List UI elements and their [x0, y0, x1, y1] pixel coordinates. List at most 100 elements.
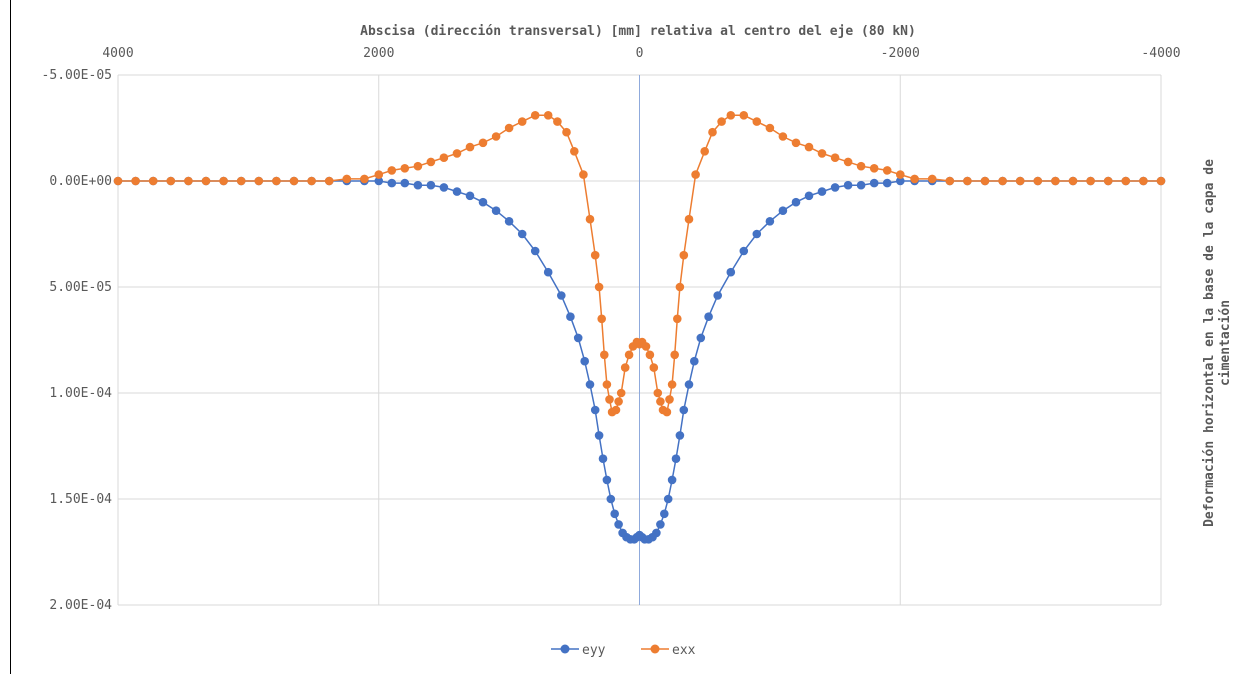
- data-point-exx: [452, 149, 462, 158]
- data-point-exx: [1033, 176, 1043, 186]
- data-point-exx: [691, 170, 700, 179]
- x-tick-label: 0: [636, 46, 644, 61]
- data-point-exx: [605, 395, 614, 404]
- data-point-exx: [645, 350, 655, 360]
- data-point-exx: [289, 176, 299, 186]
- data-point-eyy: [830, 183, 840, 192]
- data-point-eyy: [585, 380, 595, 389]
- data-point-eyy: [614, 520, 623, 529]
- data-point-exx: [504, 123, 514, 133]
- data-point-exx: [530, 111, 540, 120]
- data-point-exx: [562, 127, 571, 137]
- data-point-exx: [184, 176, 193, 186]
- data-point-eyy: [817, 187, 827, 196]
- y-tick-label: 1.50E-04: [49, 492, 112, 507]
- x-tick-label: -4000: [1141, 46, 1180, 61]
- data-point-eyy: [778, 206, 788, 215]
- data-point-exx: [670, 350, 679, 360]
- data-point-exx: [628, 342, 638, 351]
- data-point-exx: [600, 350, 609, 360]
- y-tick-label: 0.00E+00: [49, 174, 112, 189]
- data-point-exx: [594, 282, 604, 292]
- data-point-exx: [324, 176, 334, 186]
- data-point-exx: [602, 380, 612, 389]
- data-point-eyy: [610, 509, 619, 519]
- data-point-eyy: [491, 206, 501, 215]
- data-point-exx: [675, 282, 685, 292]
- data-point-eyy: [684, 380, 694, 389]
- data-point-exx: [307, 176, 316, 186]
- data-point-exx: [478, 138, 488, 148]
- data-point-exx: [236, 176, 246, 186]
- data-point-eyy: [573, 333, 583, 343]
- legend-marker-exx: [650, 644, 660, 654]
- data-point-exx: [616, 388, 626, 398]
- data-point-eyy: [869, 178, 879, 188]
- data-point-eyy: [543, 267, 553, 277]
- data-point-exx: [700, 147, 709, 156]
- data-point-exx: [726, 111, 736, 120]
- data-point-exx: [1068, 176, 1078, 186]
- data-point-exx: [843, 157, 853, 167]
- data-point-eyy: [606, 494, 616, 504]
- data-point-eyy: [580, 356, 589, 366]
- data-point-eyy: [374, 176, 384, 186]
- data-point-exx: [219, 176, 228, 186]
- x-axis-title: Abscisa (dirección transversal) [mm] rel…: [360, 24, 916, 39]
- data-point-exx: [413, 161, 423, 171]
- data-point-exx: [998, 176, 1007, 186]
- y-axis-title-group: Deformación horizontal en la base de la …: [1202, 159, 1233, 527]
- y-tick-label: 5.00E-05: [49, 280, 112, 295]
- data-point-eyy: [671, 454, 681, 464]
- data-point-eyy: [843, 180, 853, 190]
- data-point-eyy: [696, 333, 706, 343]
- data-point-exx: [570, 147, 579, 156]
- y-tick-label: -5.00E-05: [42, 68, 112, 83]
- data-point-exx: [910, 174, 919, 184]
- data-point-exx: [896, 170, 905, 179]
- data-point-exx: [543, 111, 553, 120]
- data-point-eyy: [704, 312, 713, 322]
- data-point-exx: [963, 176, 972, 186]
- data-point-exx: [765, 123, 775, 133]
- data-point-eyy: [439, 183, 449, 192]
- data-point-exx: [491, 132, 501, 141]
- data-point-eyy: [804, 191, 814, 201]
- data-point-eyy: [690, 356, 699, 366]
- data-point-eyy: [660, 509, 669, 519]
- data-point-exx: [517, 117, 527, 126]
- data-point-exx: [360, 174, 369, 184]
- data-point-eyy: [713, 291, 722, 300]
- data-point-eyy: [426, 180, 436, 190]
- data-point-exx: [684, 214, 694, 224]
- chart-left-border: [10, 0, 11, 674]
- data-point-exx: [1015, 176, 1025, 186]
- data-point-exx: [400, 164, 410, 173]
- data-point-exx: [465, 142, 475, 152]
- data-point-eyy: [452, 187, 462, 196]
- data-point-eyy: [618, 528, 627, 538]
- data-point-eyy: [478, 197, 488, 207]
- data-point-exx: [387, 166, 397, 175]
- data-point-exx: [817, 149, 827, 158]
- data-point-exx: [856, 161, 866, 171]
- data-point-eyy: [413, 180, 423, 190]
- data-point-eyy: [896, 176, 905, 186]
- data-point-eyy: [504, 217, 514, 226]
- legend-item-exx: exx: [641, 643, 696, 658]
- data-point-exx: [113, 176, 123, 186]
- data-point-eyy: [566, 312, 575, 322]
- data-point-exx: [1051, 176, 1060, 186]
- data-point-eyy: [765, 217, 775, 226]
- data-point-exx: [254, 176, 264, 186]
- data-point-exx: [614, 397, 623, 406]
- data-point-exx: [830, 153, 840, 162]
- data-point-eyy: [882, 178, 892, 188]
- legend-item-eyy: eyy: [551, 643, 606, 658]
- data-point-exx: [624, 350, 634, 360]
- data-point-exx: [791, 138, 801, 148]
- data-point-exx: [945, 176, 955, 186]
- data-point-exx: [649, 363, 659, 372]
- data-point-exx: [653, 388, 663, 398]
